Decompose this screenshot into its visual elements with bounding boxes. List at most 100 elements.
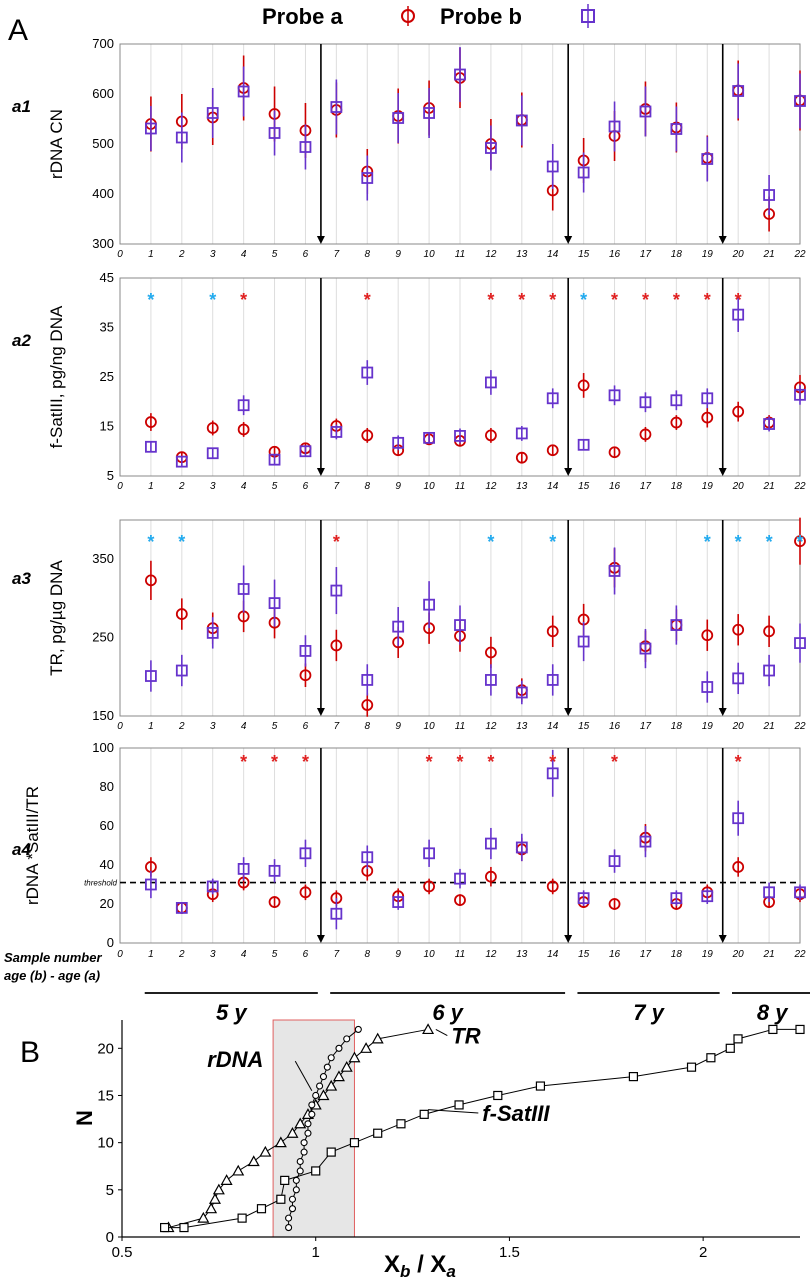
probe-b-point xyxy=(206,626,219,639)
x-tick-label: 5 xyxy=(272,481,278,492)
probe-b-point xyxy=(145,878,157,891)
tr-point xyxy=(422,1023,435,1035)
probe-a-point xyxy=(763,625,775,638)
x-tick-label: 2 xyxy=(699,1244,707,1261)
probe-b-point xyxy=(392,896,405,908)
probe-b-point xyxy=(701,392,714,405)
x-tick-label: 1 xyxy=(148,481,154,492)
rdna-point xyxy=(288,1205,297,1213)
f-satiii-point xyxy=(454,1100,464,1110)
x-label-mid: / X xyxy=(410,1251,446,1278)
x-tick-label: 8 xyxy=(364,721,370,732)
x-tick-label: 18 xyxy=(671,481,683,492)
x-tick-label: 11 xyxy=(455,481,465,492)
group-divider-arrowhead xyxy=(718,935,727,943)
probe-b-point xyxy=(546,767,559,780)
panel-B-cumulative-chart: 0 5 10 15 20 0.5 1 1.5 2 N Xb / Xa TR rDNA f-SatIII xyxy=(72,1019,805,1280)
probe-b-point xyxy=(639,642,652,655)
probe-b-point xyxy=(670,123,683,135)
x-tick-label: 19 xyxy=(702,481,714,492)
significance-star: * xyxy=(426,752,433,772)
significance-star: * xyxy=(271,752,278,772)
probe-b-point xyxy=(701,153,714,165)
x-tick-label: 9 xyxy=(395,949,401,960)
probe-b-point xyxy=(515,686,528,699)
x-tick-label: 7 xyxy=(334,721,340,732)
panel-label-A: A xyxy=(8,14,28,47)
significance-star: * xyxy=(642,290,649,310)
y-tick-label: 80 xyxy=(100,779,114,794)
probe-b-point xyxy=(577,166,590,179)
tr-point xyxy=(259,1145,272,1157)
x-tick-label: 2 xyxy=(178,721,185,732)
y-tick-label: 700 xyxy=(92,36,114,51)
probe-a-point xyxy=(237,423,250,436)
f-satiii-point xyxy=(419,1109,429,1119)
y-tick-label: 100 xyxy=(92,740,114,755)
probe-b-point xyxy=(237,583,250,595)
y-tick-label: 5 xyxy=(107,468,114,483)
rdna-point xyxy=(327,1054,335,1062)
y-tick-label: 35 xyxy=(100,320,114,335)
f-satiii-point xyxy=(179,1222,189,1233)
f-satiii-point xyxy=(493,1090,503,1101)
f-satiii-point xyxy=(628,1072,639,1082)
f-satiii-point xyxy=(706,1053,716,1063)
tr-point xyxy=(220,1174,233,1185)
y-axis-label: TR, pg/µg DNA xyxy=(47,560,66,676)
legend-probe-a-label: Probe a xyxy=(262,4,343,29)
x-tick-label: 17 xyxy=(640,949,652,960)
x-tick-label: 14 xyxy=(547,721,559,732)
probe-b-point xyxy=(423,431,435,444)
f-satiii-point xyxy=(160,1222,170,1233)
probe-b-point xyxy=(175,131,188,144)
f-satiii-point xyxy=(237,1213,247,1223)
group-divider-arrowhead xyxy=(316,236,325,244)
x-tick-label: 17 xyxy=(640,481,652,492)
y-tick-label: 5 xyxy=(106,1182,114,1199)
series-label: TR xyxy=(451,1024,480,1049)
x-tick-label: 2 xyxy=(178,949,185,960)
tr-point xyxy=(208,1193,222,1204)
x-tick-label: 21 xyxy=(763,949,775,960)
x-tick-label: 21 xyxy=(763,721,775,732)
age-group-label: 5 y xyxy=(216,1000,248,1025)
plot-frame xyxy=(119,43,801,245)
y-tick-label: 40 xyxy=(100,857,114,872)
y-axis-label: rDNA CN xyxy=(47,109,66,179)
x-label-sub-b: b xyxy=(400,1262,410,1280)
group-divider-arrowhead xyxy=(316,935,325,943)
probe-b-point xyxy=(454,872,466,885)
tr-point xyxy=(317,1089,330,1101)
probe-a-point xyxy=(546,444,559,457)
probe-b-point xyxy=(330,584,343,597)
probe-b-point xyxy=(577,438,590,451)
x-tick-label: 12 xyxy=(485,721,497,732)
significance-star: * xyxy=(549,532,556,552)
significance-star: * xyxy=(518,290,525,310)
probe-a-point xyxy=(670,416,683,429)
x-tick-label: 4 xyxy=(241,721,247,732)
significance-star: * xyxy=(611,290,618,310)
probe-b-point xyxy=(237,85,250,98)
probe-b-point xyxy=(670,619,683,631)
group-divider-arrowhead xyxy=(316,468,325,476)
y-tick-label: 0 xyxy=(106,1229,114,1246)
age-diff-label: age (b) - age (a) xyxy=(4,968,100,983)
f-satiii-point xyxy=(280,1175,290,1185)
x-tick-label: 2 xyxy=(178,249,185,260)
shaded-region xyxy=(272,1019,355,1238)
probe-b-point xyxy=(361,674,374,686)
panel-label: a2 xyxy=(12,331,31,350)
y-tick-label: 25 xyxy=(100,369,114,384)
x-tick-label: 15 xyxy=(578,481,590,492)
f-satiii-point xyxy=(795,1024,805,1035)
x-label-sub-a: a xyxy=(446,1262,455,1280)
significance-star: * xyxy=(673,290,680,310)
x-tick-label: 18 xyxy=(671,721,683,732)
probe-b-point xyxy=(763,418,775,430)
probe-b-point xyxy=(577,892,590,905)
probe-b-point xyxy=(485,674,497,686)
x-tick-label: 21 xyxy=(763,481,775,492)
x-tick-label: 9 xyxy=(395,249,401,260)
